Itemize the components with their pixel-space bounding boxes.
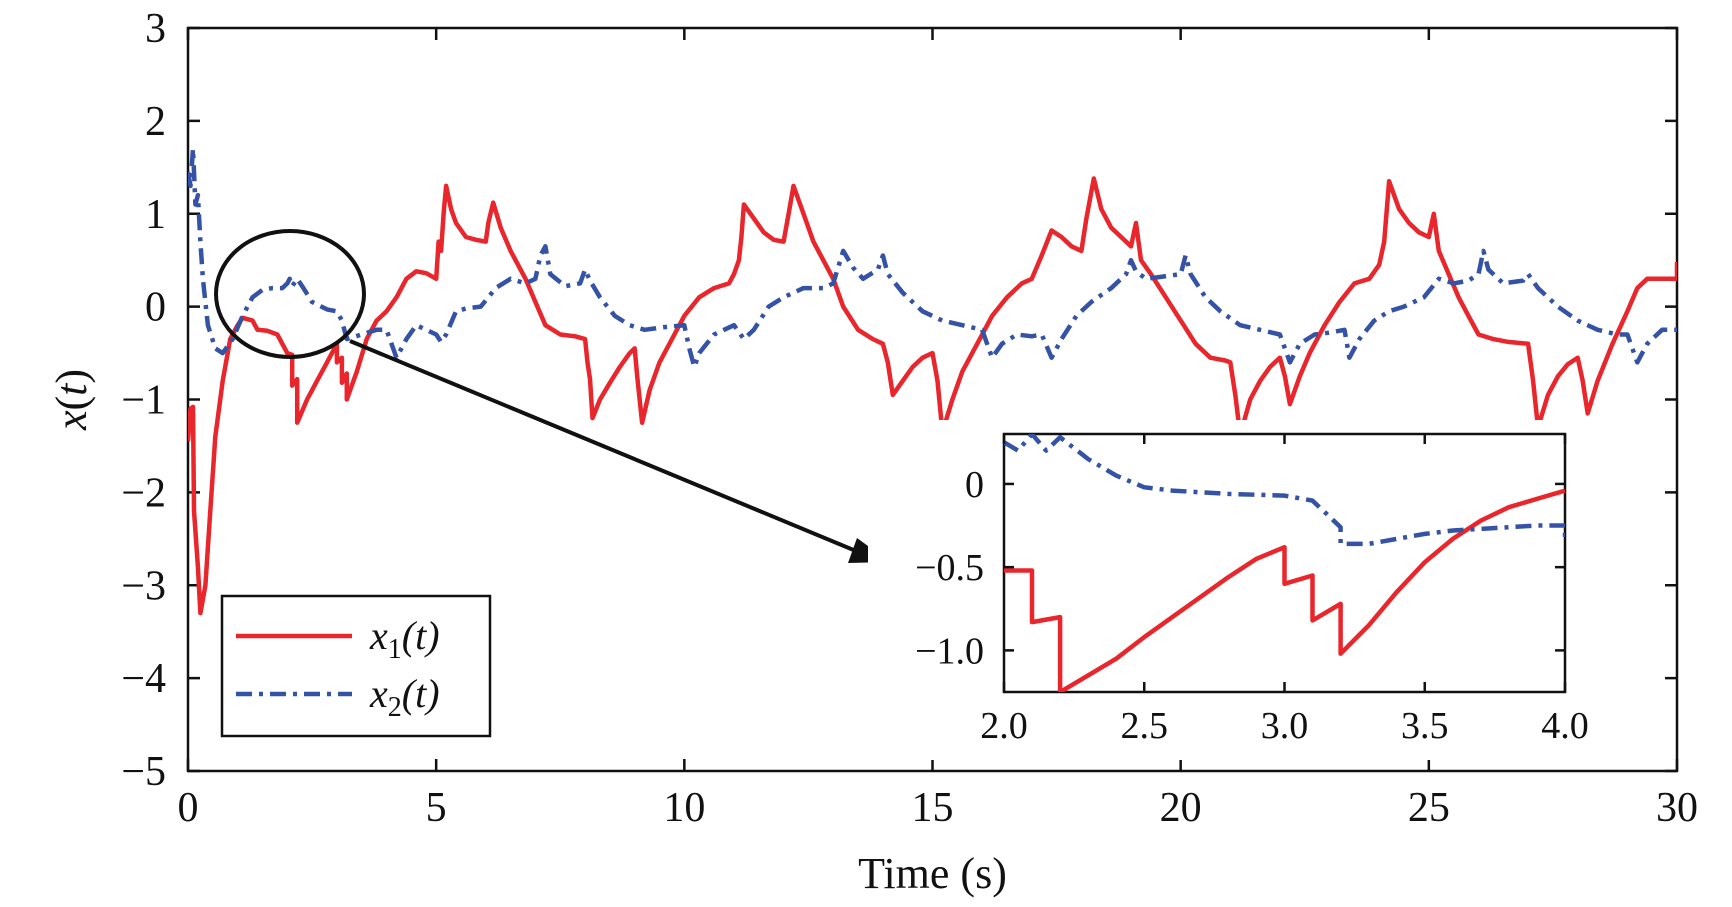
y-tick-label: −3 (121, 563, 166, 609)
y-tick-label: −1 (121, 378, 166, 424)
y-axis-title-arg: t (47, 382, 96, 396)
inset-x-tick-label: 2.0 (980, 705, 1028, 747)
legend-label-sub: 2 (388, 692, 402, 723)
inset-x-tick-label: 3.0 (1261, 705, 1309, 747)
y-tick-label: 3 (145, 6, 166, 52)
legend: x1(t)x2(t) (220, 594, 492, 738)
inset-y-tick-label: 0 (965, 464, 984, 506)
legend-label-base: x (369, 613, 388, 658)
y-axis-title: x(t) (47, 369, 96, 431)
inset-plot: 2.0 2.5 3.0 3.5 4.0 0 −0.5 −1.0 (868, 420, 1628, 760)
y-tick-label: −2 (121, 470, 166, 516)
y-tick-label: 2 (145, 99, 166, 145)
y-axis-title-paren-close: ) (47, 369, 96, 384)
zoom-annotation (214, 229, 890, 563)
x-tick-label: 20 (1160, 785, 1202, 831)
x-tick-label: 5 (426, 785, 447, 831)
y-axis-title-var: x (47, 410, 96, 431)
x-tick-label: 10 (663, 785, 705, 831)
inset-y-tick-label: −0.5 (915, 547, 984, 589)
legend-label-x1: x1(t) (369, 613, 440, 665)
inset-x-tick-label: 3.5 (1401, 705, 1449, 747)
series-line-x1 (188, 176, 1677, 616)
y-tick-label: 0 (145, 285, 166, 331)
legend-label-sub: 1 (388, 634, 402, 665)
zoom-ellipse (214, 229, 366, 359)
x-axis-title: Time (s) (858, 849, 1007, 898)
zoom-arrow-line (349, 339, 869, 558)
y-axis-title-paren-open: ( (47, 396, 96, 411)
legend-label-x2: x2(t) (369, 671, 440, 723)
inset-series-line-x1 (1004, 488, 1565, 692)
x-tick-label: 0 (178, 785, 199, 831)
inset-x-tick-label: 2.5 (1121, 705, 1169, 747)
y-tick-label: −5 (121, 749, 166, 795)
legend-label-base: x (369, 671, 388, 716)
x-tick-label: 25 (1408, 785, 1450, 831)
legend-box (220, 594, 492, 738)
legend-label-arg: (t) (402, 613, 440, 658)
x-tick-label: 30 (1656, 785, 1698, 831)
inset-x-tick-label: 4.0 (1541, 705, 1589, 747)
inset-y-tick-label: −1.0 (915, 630, 984, 672)
inset-series-line-x2 (1004, 434, 1565, 547)
inset-background (868, 420, 1628, 760)
legend-label-arg: (t) (402, 671, 440, 716)
y-tick-label: 1 (145, 192, 166, 238)
series-line-x2 (188, 146, 1677, 370)
y-tick-label: −4 (121, 656, 166, 702)
x-tick-label: 15 (912, 785, 954, 831)
